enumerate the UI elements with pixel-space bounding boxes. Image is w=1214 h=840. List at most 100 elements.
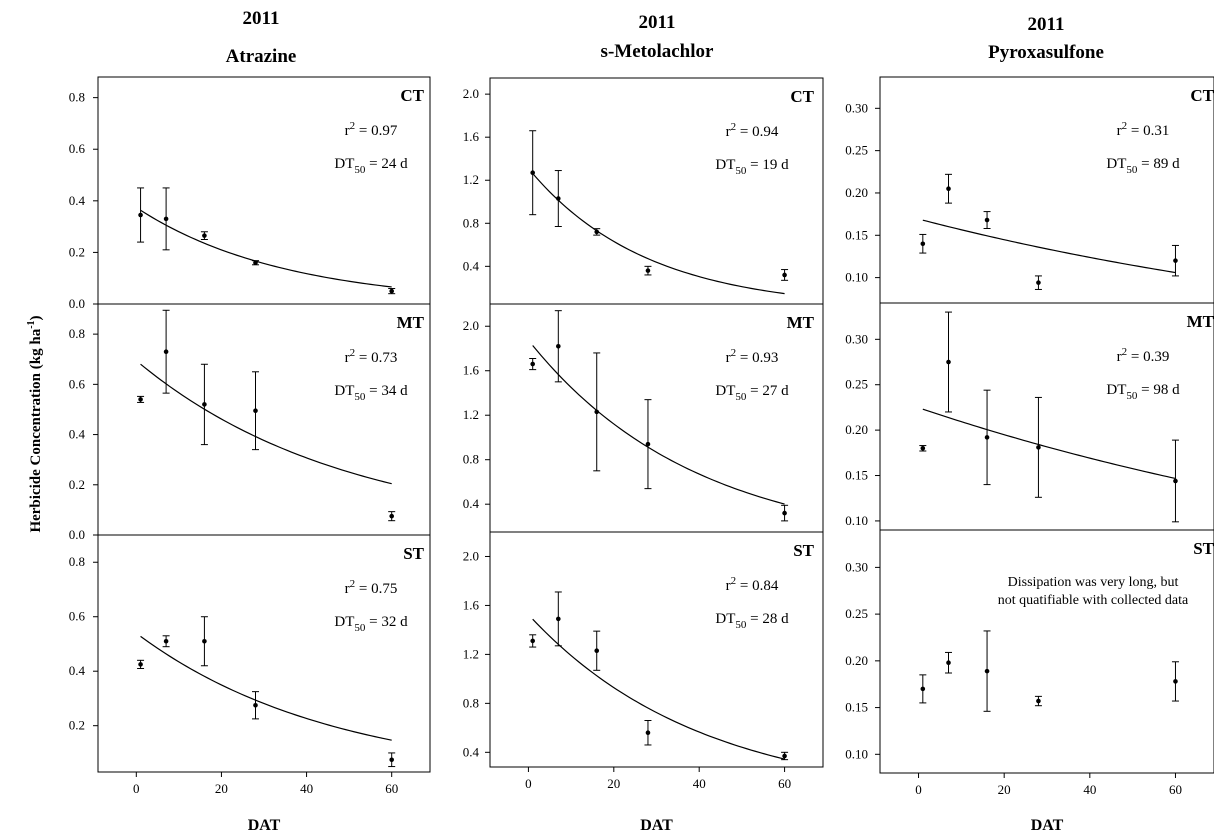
y-tick-label: 0.8 bbox=[69, 90, 85, 105]
data-point bbox=[253, 702, 258, 708]
x-tick-label: 0 bbox=[915, 782, 922, 797]
x-tick-label: 40 bbox=[1083, 782, 1096, 797]
y-tick-label: 0.30 bbox=[845, 331, 868, 346]
y-tick-label: 0.15 bbox=[845, 468, 868, 483]
panel-c1-r0: 2011 s-Metolachlor 0.4 0.8 1.2 1.6 2.0 CT r2 = 0… bbox=[463, 12, 824, 305]
r-squared-label: r2 = 0.93 bbox=[726, 347, 779, 366]
x-tick-label: 20 bbox=[998, 782, 1011, 797]
x-tick-label: 60 bbox=[778, 776, 791, 791]
y-tick-label: 0.2 bbox=[69, 718, 85, 733]
y-tick-label: 0.30 bbox=[845, 100, 868, 115]
y-axis-label: Herbicide Concentration (kg ha-1) bbox=[26, 315, 44, 532]
y-tick-label: 0.4 bbox=[463, 744, 480, 759]
y-tick-label: 0.15 bbox=[845, 700, 868, 715]
data-point bbox=[984, 668, 990, 674]
tillage-label: ST bbox=[1193, 539, 1214, 558]
dt50-label: DT50 = 34 d bbox=[334, 383, 408, 403]
dt50-label: DT50 = 89 d bbox=[1106, 156, 1180, 176]
y-tick-label: 0.8 bbox=[69, 326, 85, 341]
y-tick-label: 0.8 bbox=[69, 554, 85, 569]
data-point bbox=[782, 510, 787, 516]
y-tick-label: 0.15 bbox=[845, 227, 868, 242]
data-point bbox=[984, 435, 990, 440]
y-tick-label: 0.4 bbox=[69, 193, 86, 208]
dissipation-note-line1: Dissipation was very long, but bbox=[1008, 575, 1179, 590]
data-point bbox=[138, 662, 143, 667]
tillage-label: MT bbox=[1187, 312, 1214, 331]
data-point bbox=[920, 686, 926, 692]
data-point bbox=[1036, 698, 1041, 704]
data-point bbox=[1173, 258, 1178, 263]
data-point bbox=[782, 272, 787, 278]
data-point bbox=[594, 229, 600, 235]
panel-frame bbox=[489, 531, 824, 768]
data-point bbox=[946, 186, 951, 192]
fit-curve bbox=[532, 345, 785, 505]
data-point bbox=[1036, 280, 1041, 285]
y-tick-label: 0.30 bbox=[845, 559, 868, 574]
panel-c0-r1: 0.0 0.2 0.4 0.6 0.8 MT r2 = 0.73 DT50 = 34 d bbox=[69, 303, 431, 542]
panel-c0-r2: 0.2 0.4 0.6 0.8 0 20 40 60 DAT ST r2 = 0.75 DT50 = … bbox=[69, 534, 431, 834]
x-axis-label: DAT bbox=[640, 817, 673, 834]
fit-curve bbox=[922, 219, 1176, 274]
y-tick-label: 0.10 bbox=[845, 270, 868, 285]
dt50-label: DT50 = 28 d bbox=[715, 611, 789, 631]
y-tick-label: 1.2 bbox=[463, 646, 479, 661]
data-point bbox=[645, 268, 651, 273]
y-tick-label: 1.6 bbox=[463, 363, 480, 378]
data-point bbox=[920, 241, 926, 247]
y-tick-label: 2.0 bbox=[463, 86, 479, 101]
y-tick-label: 0.4 bbox=[463, 258, 480, 273]
chart-herbicide-title: Pyroxasulfone bbox=[988, 42, 1104, 63]
y-tick-label: 0.2 bbox=[69, 477, 85, 492]
r-squared-label: r2 = 0.94 bbox=[726, 121, 779, 140]
fit-curve bbox=[532, 618, 785, 760]
dissipation-note-line2: not quatifiable with collected data bbox=[998, 593, 1189, 608]
chart-herbicide-title: Atrazine bbox=[226, 46, 297, 67]
data-point bbox=[556, 616, 561, 622]
r-squared-label: r2 = 0.84 bbox=[726, 575, 779, 594]
y-tick-label: 0.4 bbox=[69, 427, 86, 442]
r-squared-label: r2 = 0.73 bbox=[345, 347, 398, 366]
x-tick-label: 0 bbox=[525, 776, 532, 791]
x-tick-label: 60 bbox=[385, 781, 398, 796]
y-tick-label: 0.4 bbox=[463, 496, 480, 511]
data-point bbox=[530, 170, 535, 176]
data-point bbox=[1036, 445, 1041, 450]
data-point bbox=[645, 441, 651, 447]
dt50-label: DT50 = 32 d bbox=[334, 614, 408, 634]
y-tick-label: 0.0 bbox=[69, 296, 85, 311]
data-point bbox=[984, 217, 990, 223]
fit-curve bbox=[532, 173, 785, 295]
data-point bbox=[594, 648, 600, 654]
panel-frame bbox=[879, 529, 1214, 774]
y-tick-label: 2.0 bbox=[463, 318, 479, 333]
panel-c2-r0: 2011 Pyroxasulfone 0.10 0.15 0.20 0.25 0.30 CT r… bbox=[845, 14, 1214, 304]
dt50-label: DT50 = 24 d bbox=[334, 156, 408, 176]
y-tick-label: 0.8 bbox=[463, 452, 479, 467]
data-point bbox=[920, 445, 926, 451]
data-point bbox=[253, 408, 258, 414]
data-point bbox=[594, 409, 600, 415]
y-tick-label: 1.6 bbox=[463, 129, 480, 144]
tillage-label: CT bbox=[1190, 86, 1214, 105]
data-point bbox=[163, 349, 169, 355]
data-point bbox=[645, 730, 651, 736]
y-tick-label: 0.20 bbox=[845, 422, 868, 437]
data-point bbox=[138, 212, 143, 218]
y-tick-label: 0.20 bbox=[845, 653, 868, 668]
data-point bbox=[138, 397, 143, 402]
y-tick-label: 0.25 bbox=[845, 143, 868, 158]
y-tick-label: 0.6 bbox=[69, 376, 86, 391]
data-point bbox=[556, 343, 561, 349]
fit-curve bbox=[140, 363, 392, 485]
data-point bbox=[163, 216, 169, 222]
chart-year-title: 2011 bbox=[243, 8, 280, 29]
y-tick-label: 0.8 bbox=[463, 215, 479, 230]
x-axis-label: DAT bbox=[1031, 817, 1064, 834]
y-tick-label: 0.25 bbox=[845, 606, 868, 621]
y-tick-label: 0.4 bbox=[69, 663, 86, 678]
y-tick-label: 0.10 bbox=[845, 513, 868, 528]
